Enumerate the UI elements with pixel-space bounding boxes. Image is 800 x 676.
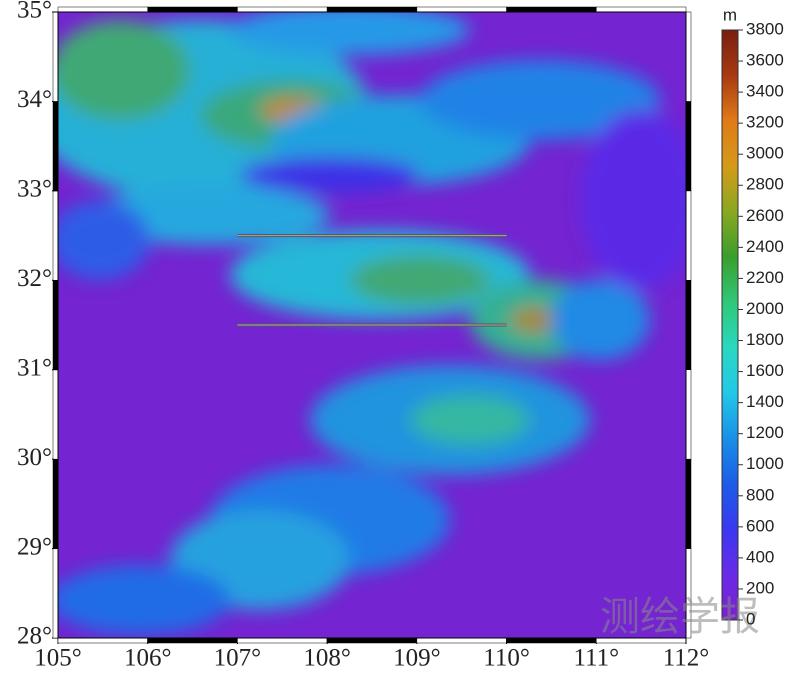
colorbar-label: 3000: [746, 144, 784, 163]
elevation-map: [58, 12, 686, 638]
colorbar-label: 3400: [746, 82, 784, 101]
colorbar-label: 3600: [746, 51, 784, 70]
lat-label: 33°: [17, 176, 52, 203]
lon-label: 106°: [124, 645, 172, 672]
lat-label: 32°: [17, 265, 52, 292]
lon-label: 110°: [483, 645, 530, 672]
colorbar-label: 3800: [746, 19, 784, 38]
colorbar-label: 1600: [746, 361, 784, 380]
colorbar-label: 1000: [746, 454, 784, 473]
frame-segment: [52, 190, 59, 281]
colorbar-label: 600: [746, 516, 774, 535]
colorbar-label: 800: [746, 485, 774, 504]
frame-segment: [52, 369, 59, 460]
colorbar-label: 1400: [746, 392, 784, 411]
lat-label: 31°: [17, 354, 52, 381]
frame-segment: [685, 11, 692, 102]
frame-segment: [416, 637, 507, 644]
frame-segment: [147, 637, 238, 644]
frame-segment: [685, 280, 692, 370]
frame-segment: [52, 280, 59, 370]
colorbar-label: 2800: [746, 175, 784, 194]
lat-label: 34°: [17, 86, 52, 113]
colorbar-label: 3200: [746, 113, 784, 132]
frame-segment: [52, 11, 59, 102]
lat-label: 29°: [17, 533, 52, 560]
colorbar-label: 2400: [746, 237, 784, 256]
frame-segment: [52, 548, 59, 639]
frame-segment: [685, 190, 692, 281]
frame-segment: [506, 637, 597, 644]
map-frame: [52, 6, 692, 644]
frame-segment: [52, 458, 59, 549]
frame-segment: [237, 6, 328, 13]
lat-label: 28°: [17, 623, 52, 650]
frame-segment: [326, 6, 418, 13]
lon-label: 108°: [303, 645, 351, 672]
colorbar-label: 1800: [746, 330, 784, 349]
lat-label: 30°: [17, 444, 52, 471]
frame-segment: [506, 6, 597, 13]
frame-segment: [147, 6, 238, 13]
colorbar-label: 0: [746, 609, 755, 628]
map-border: [57, 11, 687, 639]
lon-label: 111°: [573, 645, 619, 672]
profile-lines: [237, 234, 507, 327]
frame-segment: [685, 369, 692, 460]
lon-label: 107°: [214, 645, 262, 672]
colorbar-label: 400: [746, 547, 774, 566]
frame-segment: [416, 6, 507, 13]
frame-segment: [596, 6, 687, 13]
colorbar-label: 1200: [746, 423, 784, 442]
colorbar: [721, 29, 739, 621]
frame-segment: [57, 6, 148, 13]
frame-segment: [685, 458, 692, 549]
lat-label: 35°: [17, 0, 52, 24]
lon-label: 105°: [34, 645, 82, 672]
colorbar-unit: m: [723, 5, 737, 24]
colorbar-label: 200: [746, 578, 774, 597]
lon-label: 112°: [663, 645, 710, 672]
frame-segment: [326, 637, 418, 644]
lon-label: 109°: [393, 645, 441, 672]
colorbar-label: 2600: [746, 206, 784, 225]
frame-segment: [57, 637, 148, 644]
colorbar-label: 2000: [746, 299, 784, 318]
frame-segment: [52, 101, 59, 192]
colorbar-label: 2200: [746, 268, 784, 287]
frame-segment: [685, 101, 692, 192]
watermark: 测绘学报: [600, 594, 760, 640]
frame-segment: [237, 637, 328, 644]
